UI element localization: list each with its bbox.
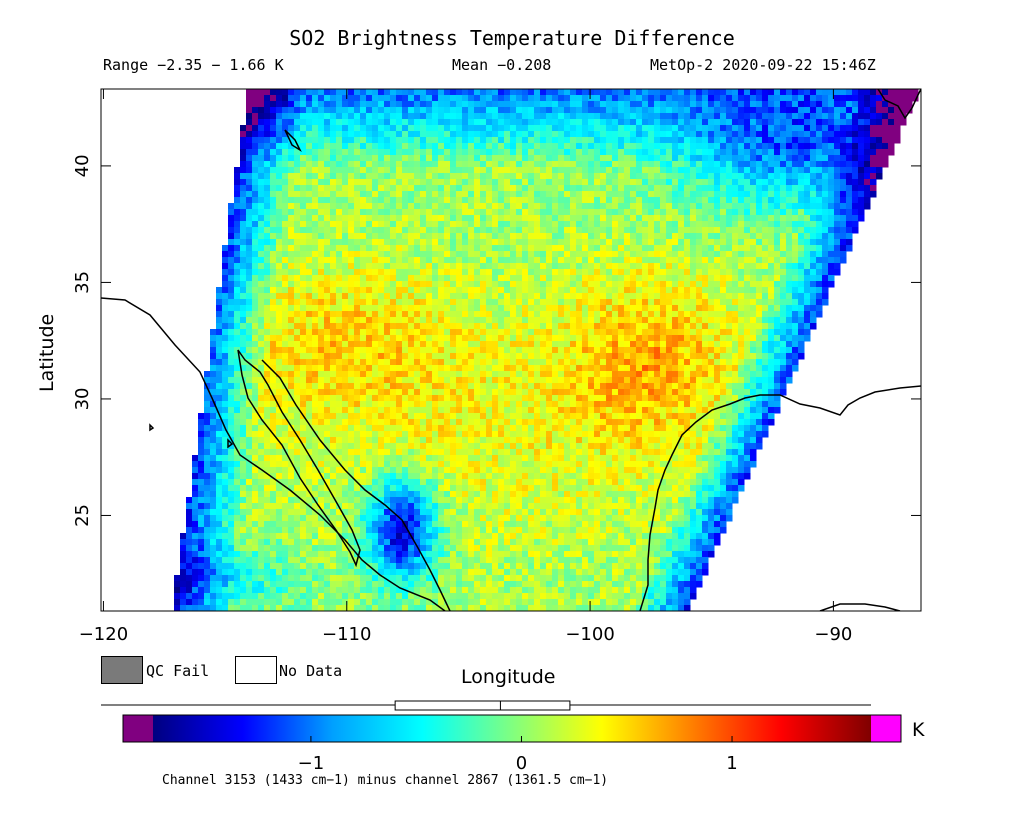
y-tick-label: 35 — [72, 271, 93, 294]
colorbar-tick-label: 0 — [516, 753, 527, 774]
no-data-label: No Data — [279, 662, 343, 680]
x-tick-label: −90 — [814, 624, 852, 645]
swath-data-layer — [174, 89, 919, 611]
colorbar: −1 0 1 — [101, 700, 902, 774]
great-lakes-coastline — [877, 89, 921, 120]
colorbar-tick-label: −1 — [298, 753, 325, 774]
colorbar-unit-label: K — [912, 719, 925, 741]
x-tick-label: −110 — [322, 624, 371, 645]
colorbar-tick-label: 1 — [726, 753, 737, 774]
nevada-lake-outline — [284, 129, 302, 153]
y-tick-label: 30 — [72, 387, 93, 410]
colorbar-under-swatch — [123, 715, 153, 742]
colorbar-ticks: −1 0 1 — [298, 736, 738, 774]
colorbar-box-plot — [394, 700, 571, 711]
y-axis-ticks: 25 30 35 40 — [72, 154, 921, 527]
small-island-1 — [149, 423, 155, 432]
qc-fail-label: QC Fail — [146, 662, 210, 680]
mean-label: Mean −0.208 — [452, 56, 552, 74]
range-label: Range −2.35 − 1.66 K — [103, 56, 284, 74]
no-data-swatch — [235, 656, 277, 684]
colorbar-gradient — [153, 715, 871, 742]
baja-california-peninsula — [237, 349, 361, 568]
x-axis-label: Longitude — [461, 666, 556, 688]
coastline-layer — [101, 89, 921, 611]
cuba-coastline — [819, 603, 901, 611]
gulf-of-california-coast — [261, 359, 451, 611]
x-tick-label: −100 — [565, 624, 614, 645]
small-island-2 — [227, 438, 234, 449]
colorbar-over-swatch — [871, 715, 901, 742]
colorbar-frame — [122, 714, 902, 743]
chart-title: SO2 Brightness Temperature Difference — [289, 26, 735, 50]
y-axis-label: Latitude — [36, 313, 58, 392]
gulf-of-mexico-coastline — [639, 385, 921, 611]
satellite-time-label: MetOp-2 2020-09-22 15:46Z — [650, 56, 876, 74]
channel-note: Channel 3153 (1433 cm−1) minus channel 2… — [162, 773, 609, 788]
x-tick-label: −120 — [79, 624, 128, 645]
y-tick-label: 25 — [72, 504, 93, 527]
plot-frame — [100, 88, 922, 612]
x-axis-ticks: −120 −110 −100 −90 — [79, 89, 852, 645]
y-tick-label: 40 — [72, 154, 93, 177]
mexico-pacific-coastline — [101, 297, 446, 611]
qc-fail-swatch — [101, 656, 143, 684]
